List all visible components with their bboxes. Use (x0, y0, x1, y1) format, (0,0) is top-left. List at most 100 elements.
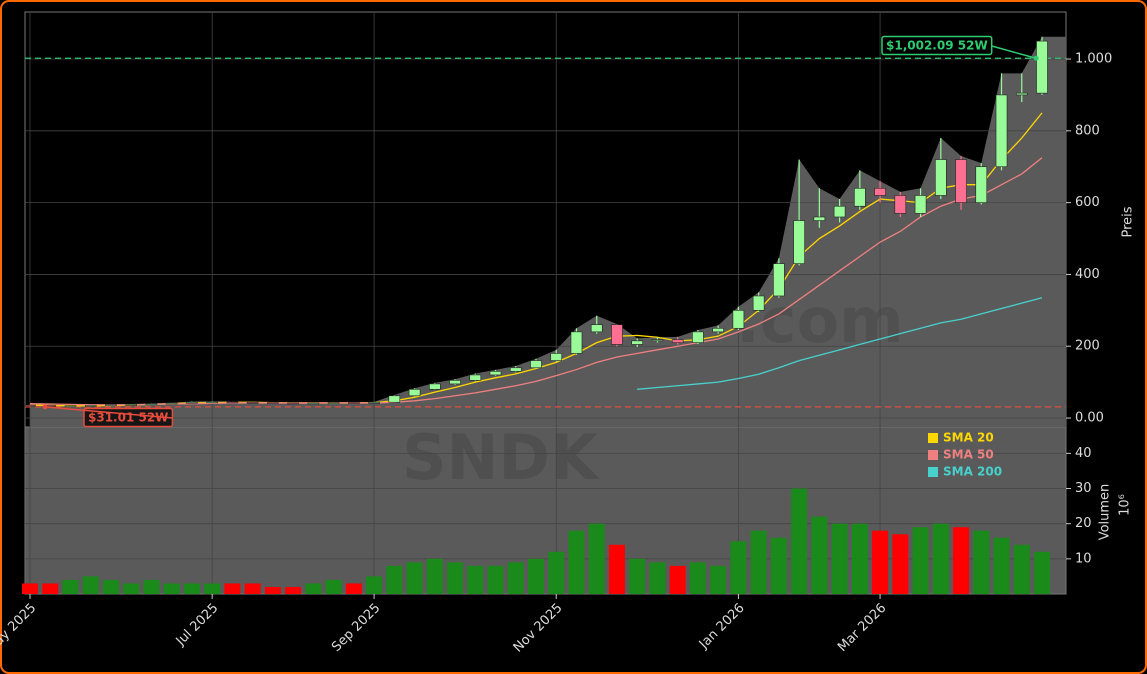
volume-bar (447, 562, 464, 594)
candle-body (327, 402, 340, 404)
y-tick-label: 1.000 (1075, 52, 1112, 67)
volume-bar (649, 562, 666, 594)
candle-body (773, 263, 785, 297)
candle-body (550, 353, 563, 361)
candle-body (570, 331, 583, 354)
candle-body (590, 324, 603, 333)
volume-bar (366, 576, 383, 594)
volume-bar (264, 586, 281, 594)
volume-bar (1034, 551, 1050, 594)
candle-body (489, 371, 502, 376)
volume-bar (386, 565, 403, 594)
y-tick-label: 40 (1075, 446, 1092, 461)
y-tick-label: 20 (1075, 516, 1092, 531)
candle-body (813, 216, 826, 221)
volume-bar (305, 583, 322, 594)
candle-body (631, 340, 644, 345)
volume-bar (82, 576, 99, 594)
candle-body (874, 187, 886, 196)
volume-bar (528, 558, 544, 594)
candle-body (428, 383, 441, 390)
volume-bar (1013, 544, 1030, 594)
volume-bar (42, 583, 59, 594)
candle-body (833, 205, 846, 218)
legend-swatch (928, 433, 938, 443)
candle-body (530, 360, 542, 369)
volume-bar (953, 527, 970, 594)
candle-body (469, 374, 482, 381)
candle-body (287, 402, 299, 405)
candle-body (267, 402, 279, 404)
volume-bar (325, 579, 342, 594)
legend-label: SMA 50 (943, 448, 994, 462)
candle-body (1015, 92, 1028, 96)
candle-body (84, 405, 97, 407)
candle-body (226, 401, 239, 404)
candle-body (165, 402, 178, 405)
volume-bar (426, 558, 443, 594)
y-axis-offset: 10⁶ (1118, 494, 1133, 516)
sma-line (637, 297, 1043, 390)
candle-body (732, 310, 745, 329)
volume-bar (730, 541, 747, 594)
candle-body (24, 404, 36, 407)
plot-layer: SNDK.com0.002004006008001.00010203040May… (0, 11, 1136, 657)
candle-body (509, 367, 522, 372)
volume-bar (912, 527, 929, 594)
volume-bar (993, 537, 1010, 594)
candle-body (348, 402, 360, 404)
volume-bar (770, 537, 787, 594)
y-axis-label: Volumen (1098, 484, 1113, 541)
candle-body (934, 159, 947, 196)
volume-bar (285, 586, 302, 594)
annotation-arrow (991, 45, 1037, 60)
volume-bar (406, 562, 423, 594)
volume-bar (568, 530, 585, 594)
annotation: $31.01 52W (42, 404, 174, 428)
legend-label: SMA 200 (943, 465, 1002, 479)
candle-body (651, 339, 664, 342)
volume-bar (851, 523, 868, 594)
volume-bar (467, 565, 484, 594)
annotation-label: $1,002.09 52W (886, 39, 988, 53)
candle-body (752, 295, 765, 311)
volume-bar (22, 583, 38, 594)
candle-body (186, 401, 198, 404)
annotation: $1,002.09 52W (881, 35, 1039, 61)
volume-bar (669, 565, 686, 594)
volume-bar (487, 565, 504, 594)
volume-bar (973, 530, 990, 594)
candle-body (712, 327, 724, 333)
candle-body (914, 195, 927, 214)
candle-body (692, 331, 704, 343)
annotation-label: $31.01 52W (88, 411, 168, 425)
legend-swatch (928, 467, 938, 477)
legend-swatch (928, 450, 938, 460)
volume-bar (710, 565, 727, 594)
candle-body (307, 402, 320, 405)
candle-body (793, 220, 805, 264)
candle-body (64, 405, 77, 408)
y-tick-label: 800 (1075, 123, 1100, 138)
candle-body (611, 324, 623, 345)
y-axis-label: Preis (1121, 206, 1136, 237)
volume-bar (163, 583, 180, 594)
y-tick-label: 30 (1075, 481, 1092, 496)
volume-bar (143, 579, 160, 594)
y-tick-label: 0.00 (1075, 411, 1104, 426)
candle-body (854, 187, 866, 207)
annotation-arrow-head (42, 404, 48, 410)
y-tick-label: 400 (1075, 267, 1100, 282)
price-area (30, 36, 1066, 428)
volume-bar (892, 534, 909, 594)
volume-bar (62, 579, 79, 594)
candle-body (1036, 40, 1048, 94)
candle-body (995, 94, 1008, 168)
volume-bar (548, 551, 565, 594)
candle-body (955, 159, 967, 203)
volume-bar (791, 488, 808, 594)
sma-line (29, 157, 1043, 406)
y-tick-label: 200 (1075, 339, 1100, 354)
candle-body (388, 395, 401, 403)
